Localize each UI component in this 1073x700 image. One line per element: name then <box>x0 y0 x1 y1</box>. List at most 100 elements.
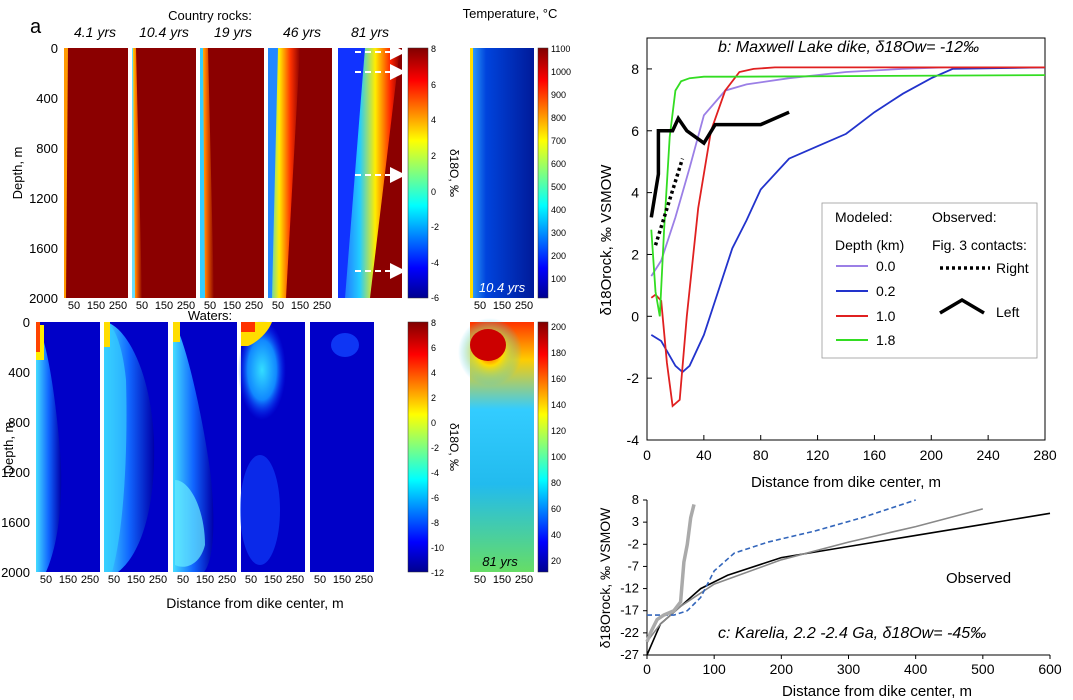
depth-tick: 400 <box>8 365 30 380</box>
cbar-tick: 500 <box>551 182 566 192</box>
panel-b-ticks: 0 40 80 120 160 200 240 280 -4 -2 0 2 4 6 8 <box>627 61 1057 463</box>
x-tick: 50 <box>40 574 52 586</box>
water-map-81yrs <box>310 322 374 572</box>
series-line-depth-1.8 <box>650 74 1046 317</box>
y-tick-label: -2 <box>627 536 639 551</box>
series-line-2 <box>647 499 916 616</box>
legend-label: 1.8 <box>876 332 896 348</box>
cbar-tick: 200 <box>551 251 566 261</box>
panel-b-ylabel: δ18Orock, ‰ VSMOW <box>598 164 615 316</box>
cbar-tick: -10 <box>431 543 444 553</box>
x-ticks-temp-top: 50 150 250 <box>474 300 533 312</box>
cbar-tick: 100 <box>551 274 566 284</box>
x-tick: 250 <box>286 574 304 586</box>
x-tick-label: 40 <box>696 447 712 463</box>
y-tick-label: 8 <box>632 492 639 507</box>
water-map-46yrs <box>238 320 305 572</box>
cbar-tick: 700 <box>551 136 566 146</box>
panel-b-frame <box>646 37 1046 441</box>
depth-tick: 2000 <box>29 291 58 306</box>
x-ticks-top: 50 150 250 50 150 250 50 150 250 50 150 … <box>68 300 331 312</box>
x-tick: 50 <box>474 300 486 312</box>
x-tick-label: 160 <box>863 447 887 463</box>
cbar-tick: 6 <box>431 80 436 90</box>
x-tick: 250 <box>515 300 533 312</box>
x-tick: 150 <box>493 574 511 586</box>
x-tick: 150 <box>264 574 282 586</box>
y-tick-label: -22 <box>620 625 639 640</box>
x-tick-label: 200 <box>770 661 794 677</box>
x-tick: 50 <box>136 300 148 312</box>
x-tick: 150 <box>59 574 77 586</box>
y-tick-label: 8 <box>631 61 639 77</box>
rocks-title: Country rocks: <box>168 8 252 23</box>
rock-cbar-label: δ18O, ‰ <box>447 149 461 197</box>
cbar-tick: 180 <box>551 348 566 358</box>
y-tick-label: -17 <box>620 603 639 618</box>
legend-depth-title: Depth (km) <box>835 237 904 253</box>
panel-a-letter: a <box>30 16 42 38</box>
depth-tick: 1600 <box>1 515 30 530</box>
depth-tick: 400 <box>36 91 58 106</box>
x-tick: 50 <box>314 574 326 586</box>
cbar-tick: 60 <box>551 504 561 514</box>
depth-tick: 800 <box>8 415 30 430</box>
cbar-tick: 400 <box>551 205 566 215</box>
cbar-tick: 2 <box>431 151 436 161</box>
x-tick-label: 500 <box>971 661 995 677</box>
panel-c-chart: δ18Orock, ‰ VSMOW Distance from dike cen… <box>597 492 1062 700</box>
x-tick: 150 <box>196 574 214 586</box>
water-cbar-label: δ18O, ‰ <box>447 423 461 471</box>
depth-tick: 1200 <box>29 191 58 206</box>
cbar-tick: 0 <box>431 187 436 197</box>
x-tick: 50 <box>68 300 80 312</box>
panel-c-title: c: Karelia, 2.2 -2.4 Ga, δ18Ow= -45‰ <box>718 625 986 642</box>
x-tick-label: 300 <box>837 661 861 677</box>
x-tick-label: 80 <box>753 447 769 463</box>
cbar-tick: 800 <box>551 113 566 123</box>
water-map-4yrs <box>36 322 100 572</box>
y-tick-label: 2 <box>631 246 639 262</box>
cbar-tick: 6 <box>431 343 436 353</box>
legend-swatch-left <box>939 297 985 315</box>
panel-b-xlabel: Distance from dike center, m <box>751 474 941 491</box>
cbar-tick: 2 <box>431 393 436 403</box>
observed-line-left <box>649 110 790 218</box>
time-label: 46 yrs <box>283 24 321 40</box>
x-tick: 250 <box>149 574 167 586</box>
cbar-tick: 900 <box>551 90 566 100</box>
x-tick: 250 <box>515 574 533 586</box>
x-tick-label: 200 <box>920 447 944 463</box>
legend-contacts-title: Fig. 3 contacts: <box>932 237 1027 253</box>
x-tick: 250 <box>177 300 195 312</box>
panel-b-series <box>649 66 1046 408</box>
time-label: 81 yrs <box>351 24 389 40</box>
panel-b-chart: b: Maxwell Lake dike, δ18Ow= -12‰ δ18Oro… <box>598 37 1057 491</box>
cbar-tick: 8 <box>431 318 436 328</box>
cbar-tick: -2 <box>431 222 439 232</box>
x-tick: 250 <box>313 300 331 312</box>
depth-label-bottom: Depth, m <box>1 422 16 475</box>
x-ticks-bottom: 50 150 250 50 150 250 50 150 250 50 150 … <box>40 574 373 586</box>
rock-colorbar: 8 6 4 2 0 -2 -4 -6 δ18O, ‰ <box>407 44 461 303</box>
cbar-tick: -12 <box>431 568 444 578</box>
x-tick-label: 0 <box>643 661 651 677</box>
temp-map-top: 10.4 yrs <box>470 48 534 298</box>
rock-map-4yrs <box>64 48 128 298</box>
temp-colorbar-top: 1100 1000 900 800 700 600 500 400 300 20… <box>537 44 571 299</box>
y-tick-label: 4 <box>631 185 639 201</box>
x-tick-label: 0 <box>643 447 651 463</box>
rock-map-10yrs <box>132 48 196 298</box>
panel-c-ylabel: δ18Orock, ‰ VSMOW <box>597 507 613 649</box>
y-tick-label: -2 <box>627 370 640 386</box>
cbar-tick: 4 <box>431 368 436 378</box>
legend-modeled-title: Modeled: <box>835 209 893 225</box>
x-tick: 150 <box>127 574 145 586</box>
rock-map-46yrs <box>268 48 332 298</box>
waters-title: Waters: <box>188 308 232 323</box>
x-ticks-temp-bottom: 50 150 250 <box>474 574 533 586</box>
y-tick-label: -12 <box>620 581 639 596</box>
x-tick: 50 <box>177 574 189 586</box>
y-tick-label: 3 <box>632 514 639 529</box>
